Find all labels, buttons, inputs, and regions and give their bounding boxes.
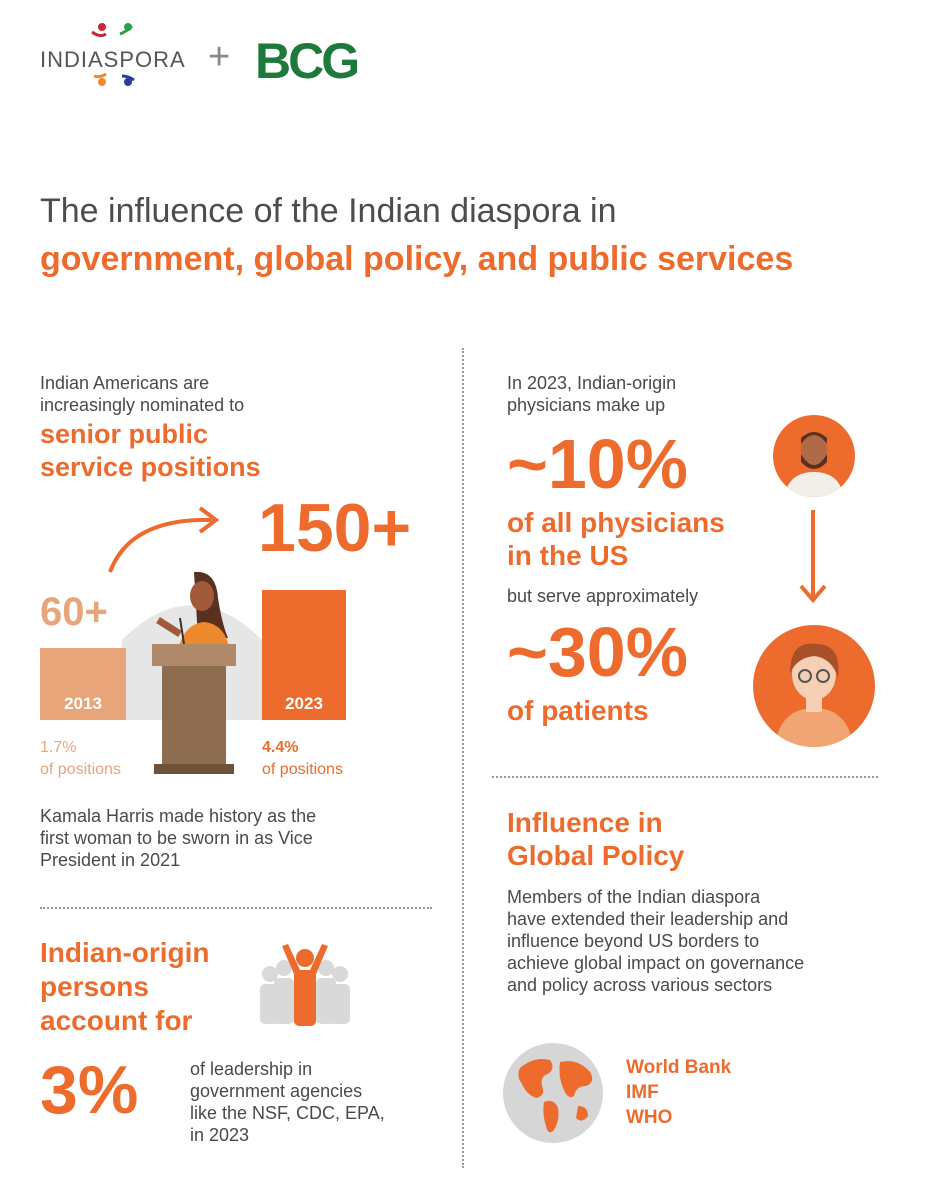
pct-2013-label: 1.7% of positions [40,739,121,778]
global-policy-description: Members of the Indian diaspora have exte… [507,887,805,995]
indiaspora-logo [40,18,190,90]
people-group-icon [260,944,350,1026]
doctor-avatar-icon [773,415,855,497]
speaker-at-podium-icon [152,571,236,774]
nominations-intro: Indian Americans are increasingly nomina… [40,373,245,415]
patient-avatar-icon [753,625,875,747]
global-orgs-list: World Bank IMF WHO [626,1055,731,1130]
org-imf: IMF [626,1082,659,1103]
right-section-divider [492,776,878,778]
page-title-line2: government, global policy, and public se… [40,240,794,278]
physicians-label: of all physicians in the US [507,507,725,571]
left-section-divider [40,907,432,909]
leadership-value: 3% [40,1052,139,1128]
vertical-divider [462,348,464,1168]
pct-2023-label: 4.4% of positions [262,739,343,778]
bar-2023: 2023 [262,590,346,720]
value-2013: 60+ [40,590,108,634]
indiaspora-wordmark: INDIASPORA [40,47,186,72]
patients-value: ~30% [507,613,688,691]
global-policy-heading: Influence in Global Policy [507,807,685,871]
indiaspora-logo-mark [91,23,135,86]
org-world-bank: World Bank [626,1057,732,1078]
down-arrow-icon [799,510,827,604]
nominations-highlight: senior public service positions [40,419,261,482]
serve-connector-text: but serve approximately [507,586,699,606]
kamala-harris-note: Kamala Harris made history as the first … [40,806,317,870]
leadership-heading: Indian-origin persons account for [40,937,210,1036]
growth-arrow-icon [108,506,220,573]
leadership-description: of leadership in government agencies lik… [190,1059,385,1145]
value-2023: 150+ [258,490,412,566]
physicians-intro: In 2023, Indian-origin physicians make u… [507,373,677,415]
plus-sign: + [208,36,231,78]
bar-2013: 2013 [40,648,126,720]
patients-label: of patients [507,695,649,726]
org-who: WHO [626,1107,673,1128]
bcg-logo: BCG [255,33,360,89]
globe-icon [503,1043,603,1143]
physicians-value: ~10% [507,425,688,503]
page-title-line1: The influence of the Indian diaspora in [40,192,617,230]
